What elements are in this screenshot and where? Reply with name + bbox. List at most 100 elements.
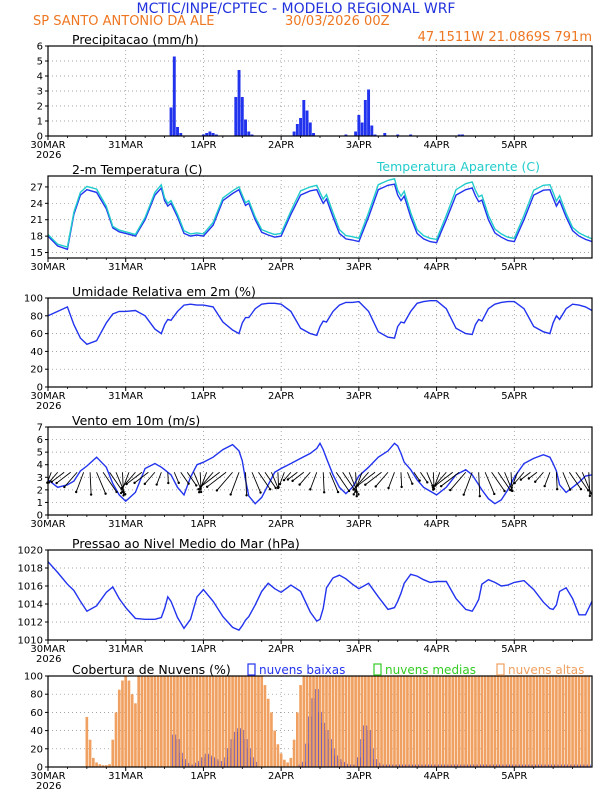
- cloud-bar: [454, 676, 458, 767]
- cloud-bar: [402, 676, 406, 767]
- x-tick-label: 31MAR: [108, 140, 143, 151]
- x-tick-label: 3APR: [346, 262, 372, 273]
- cloud-bar: [451, 676, 455, 767]
- wind-arrow-head: [259, 491, 262, 494]
- cloud-bar: [500, 676, 503, 767]
- wind-arrow-head: [74, 490, 78, 494]
- wind-arrow: [251, 472, 261, 493]
- y-tick-label: 3: [37, 473, 43, 484]
- cloud-bar: [205, 676, 208, 767]
- wind-arrow-head: [493, 492, 496, 496]
- cloud-bar: [415, 676, 419, 767]
- x-tick-label: 1APR: [190, 140, 216, 151]
- wind-arrow-head: [89, 493, 93, 496]
- cloud-bar: [286, 762, 289, 767]
- wind-arrow-head: [63, 485, 66, 489]
- precip-bar: [370, 125, 374, 136]
- legend-swatch: [247, 663, 256, 676]
- cloud-bar: [444, 676, 448, 767]
- x-tick-label: 30MAR: [30, 519, 65, 530]
- wind-arrow: [89, 472, 92, 495]
- wind-arrow: [365, 471, 382, 486]
- x-tick-label: 1APR: [190, 262, 216, 273]
- wind-arrow: [449, 471, 467, 491]
- wind-arrow: [173, 472, 180, 484]
- wind-arrow: [309, 472, 318, 490]
- wind-arrow-head: [588, 494, 592, 498]
- cloud-bar: [364, 676, 367, 767]
- legend-label: nuvens medias: [385, 663, 476, 677]
- cloud-bar: [195, 676, 199, 767]
- wind-arrow-head: [268, 488, 272, 491]
- wind-arrow: [335, 472, 350, 492]
- cloud-bar: [396, 676, 400, 767]
- precip-bar: [354, 131, 358, 136]
- cloud-bar: [470, 676, 474, 767]
- precip-bar: [250, 134, 254, 136]
- wind-arrow: [329, 472, 339, 493]
- y-tick-label: 18: [30, 232, 43, 243]
- x-tick-label: 30MAR: [30, 771, 65, 782]
- y-tick-label: 27: [30, 182, 43, 193]
- cloud-bar: [182, 676, 186, 767]
- wind-arrow: [353, 472, 363, 495]
- cloud-bar: [542, 676, 545, 767]
- wind-arrow: [264, 472, 277, 489]
- x-tick-label: 3APR: [346, 391, 372, 402]
- cloud-bar: [389, 676, 393, 767]
- cloud-bar: [169, 676, 173, 767]
- y-tick-label: 80: [30, 690, 43, 701]
- wind-arrow: [102, 472, 117, 493]
- cloud-bar: [179, 676, 183, 767]
- precip-bar: [234, 97, 238, 136]
- precip-bar: [179, 133, 183, 136]
- precip-bar: [457, 134, 461, 136]
- y-tick-label: 7: [37, 423, 43, 434]
- wind-arrow: [186, 472, 197, 486]
- cloud-bar: [551, 676, 555, 767]
- cloud-bar: [386, 676, 390, 767]
- wind-arrow-head: [187, 482, 190, 485]
- precip-bar: [176, 127, 179, 136]
- wind-arrow: [216, 471, 233, 491]
- precip-bar: [211, 133, 215, 136]
- precip-bar: [295, 124, 299, 136]
- cloud-bar: [95, 762, 98, 767]
- y-tick-label: 4: [37, 460, 43, 471]
- cloud-bar: [299, 685, 302, 767]
- cloud-bar: [208, 676, 212, 767]
- y-tick-label: 5: [37, 448, 43, 459]
- cloud-bar: [250, 676, 254, 767]
- wind-arrow-head: [543, 484, 546, 488]
- cloud-bar: [260, 676, 264, 767]
- cloud-bar: [247, 676, 251, 767]
- series-line: [47, 300, 593, 346]
- cloud-bar: [555, 676, 558, 767]
- y-tick-label: 0: [37, 132, 43, 143]
- wind-arrow: [144, 471, 156, 485]
- wind-arrow-head: [527, 477, 531, 480]
- wind-arrow: [299, 471, 311, 485]
- wind-arrow: [420, 472, 428, 483]
- wind-arrow: [134, 471, 149, 484]
- wind-arrow: [575, 472, 589, 491]
- wind-arrow-head: [534, 480, 537, 483]
- wind-arrow-head: [400, 485, 403, 489]
- precip-bar: [244, 119, 247, 136]
- x-tick-label: 30MAR: [30, 262, 65, 273]
- cloud-bar: [564, 676, 568, 767]
- wind-arrow: [292, 471, 305, 482]
- wind-arrow-head: [298, 483, 301, 486]
- cloud-bar: [487, 676, 490, 767]
- wind-arrow: [126, 471, 143, 485]
- cloud-bar: [341, 676, 344, 767]
- y-tick-label: 1016: [18, 582, 43, 593]
- wind-arrow-head: [355, 495, 358, 498]
- wind-arrow: [511, 472, 518, 488]
- wind-arrow-head: [115, 490, 118, 494]
- cloud-bar: [121, 680, 124, 767]
- cloud-bar: [221, 676, 225, 767]
- wind-arrow: [198, 472, 208, 493]
- cloud-bar: [124, 676, 128, 767]
- precip-bar: [409, 134, 413, 136]
